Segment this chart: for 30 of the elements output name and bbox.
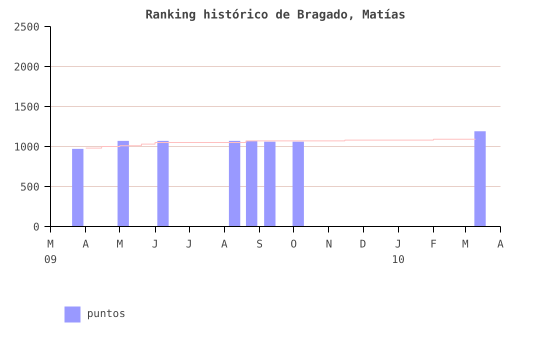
legend-label: puntos bbox=[87, 307, 126, 320]
y-tick-label: 1000 bbox=[14, 140, 40, 154]
x-tick-label: J bbox=[152, 238, 158, 250]
x-tick-label: A bbox=[82, 238, 90, 250]
x-tick-label: M bbox=[462, 238, 468, 250]
chart-title: Ranking histórico de Bragado, Matías bbox=[145, 8, 406, 22]
y-tick-label: 2000 bbox=[14, 60, 40, 74]
x-tick-label: A bbox=[221, 238, 228, 250]
x-tick-label: S bbox=[256, 238, 263, 250]
x-tick-label: M 09 bbox=[44, 238, 57, 266]
x-tick-label: M bbox=[116, 238, 124, 250]
y-tick-label: 1500 bbox=[14, 100, 40, 114]
y-tick-label: 0 bbox=[33, 220, 40, 234]
y-tick-label: 500 bbox=[20, 180, 40, 194]
bar bbox=[292, 142, 304, 226]
x-tick-label: F bbox=[430, 238, 437, 250]
bar bbox=[264, 142, 276, 226]
bar bbox=[246, 140, 258, 226]
x-tick-label: J 10 bbox=[392, 238, 405, 266]
x-tick-label: A bbox=[497, 238, 504, 250]
bar bbox=[228, 140, 240, 226]
x-tick-label: J bbox=[186, 238, 192, 250]
x-tick-label: O bbox=[290, 238, 297, 250]
bar bbox=[157, 140, 169, 226]
bar bbox=[72, 148, 84, 226]
x-tick-label: N bbox=[326, 238, 332, 250]
y-tick-label: 2500 bbox=[14, 20, 40, 34]
bar bbox=[118, 140, 129, 226]
bar bbox=[474, 131, 486, 226]
x-tick-label: D bbox=[360, 238, 366, 250]
